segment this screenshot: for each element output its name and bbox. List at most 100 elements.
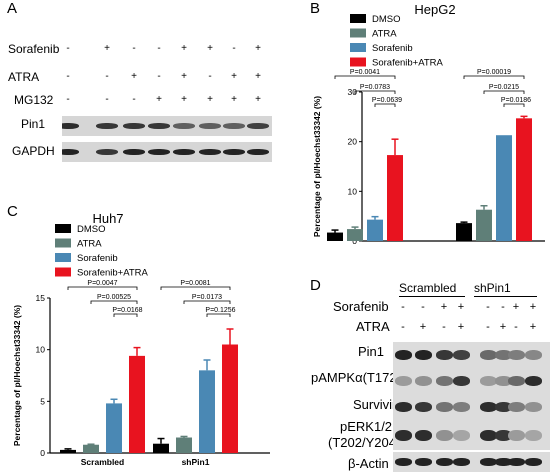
treatment-label: MG132	[14, 93, 54, 107]
blot-label: Pin1	[358, 344, 385, 359]
blot-band	[394, 429, 412, 441]
p-value-label: P=0.0041	[350, 69, 380, 76]
treatment-mark: -	[501, 301, 505, 313]
treatment-mark: +	[131, 71, 137, 82]
blot-label: Pin1	[21, 117, 46, 131]
panel-a-letter: A	[7, 0, 18, 17]
treatment-mark: +	[499, 321, 507, 333]
treatment-mark: +	[440, 301, 448, 313]
bar	[327, 232, 343, 241]
panel-b-letter: B	[310, 0, 321, 17]
legend-swatch	[350, 14, 366, 23]
blot-band	[435, 429, 453, 441]
legend-swatch	[350, 28, 366, 38]
blot-band	[394, 376, 412, 386]
blot-band	[414, 429, 432, 441]
x-category-label: shPin1	[182, 457, 210, 467]
blot-band	[494, 350, 512, 360]
y-tick-label: 0	[40, 448, 45, 458]
significance-bracket	[463, 75, 525, 79]
blot-band	[452, 402, 470, 412]
blot-label-line2: (T202/Y204)	[328, 435, 401, 450]
bar	[456, 223, 472, 241]
treatment-mark: +	[255, 94, 261, 105]
treatment-mark: +	[181, 71, 187, 82]
blot-label-line1: pERK1/2	[340, 419, 393, 434]
blot-strip	[393, 342, 550, 368]
blot-band	[199, 123, 221, 129]
y-tick-label: 10	[348, 186, 358, 196]
bar	[347, 229, 363, 241]
treatment-mark: -	[157, 43, 161, 54]
blot-strip	[393, 452, 550, 472]
blot-band	[452, 350, 470, 360]
p-value-label: P=0.00525	[97, 294, 131, 301]
blot-band	[96, 123, 118, 129]
blot-band	[62, 123, 79, 129]
legend-label: Sorafenib+ATRA	[372, 58, 444, 69]
treatment-label: Sorafenib	[8, 42, 60, 56]
blot-band	[507, 402, 525, 412]
blot-band	[479, 350, 497, 360]
panel-c-letter: C	[7, 203, 18, 220]
chart-title: Huh7	[92, 211, 123, 226]
treatment-label: ATRA	[356, 319, 390, 334]
treatment-mark: +	[457, 321, 465, 333]
treatment-mark: +	[207, 94, 213, 105]
bar	[153, 443, 169, 453]
treatment-mark: +	[419, 321, 427, 333]
treatment-mark: -	[66, 71, 70, 82]
blot-band	[435, 350, 453, 360]
blot-band	[96, 149, 118, 155]
blot-band	[507, 350, 525, 360]
bar	[222, 344, 238, 453]
treatment-mark: +	[181, 43, 187, 54]
treatment-mark: +	[457, 301, 465, 313]
bar	[387, 155, 403, 241]
p-value-label: P=0.0168	[112, 307, 142, 314]
blot-band	[452, 458, 470, 466]
legend-label: ATRA	[77, 239, 102, 250]
p-value-label: P=0.0047	[87, 280, 117, 287]
bar	[129, 355, 145, 453]
group-underline	[474, 296, 537, 297]
y-axis-label: Percentage of pI/Hoechst33342 (%)	[12, 305, 22, 446]
treatment-mark: -	[442, 321, 446, 333]
panel-b-bar-chart: HepG2DMSOATRASorafenibSorafenib+ATRA0102…	[312, 2, 545, 245]
blot-band	[435, 402, 453, 412]
treatment-mark: -	[132, 43, 136, 54]
bar	[476, 209, 492, 241]
treatment-mark: -	[66, 94, 70, 105]
blot-band	[414, 376, 432, 386]
treatment-mark: -	[514, 321, 518, 333]
bar	[83, 444, 99, 453]
treatment-mark: +	[181, 94, 187, 105]
legend-swatch	[55, 267, 71, 277]
blot-band	[123, 123, 145, 129]
significance-bracket	[183, 300, 231, 304]
y-tick-label: 15	[36, 293, 46, 303]
blot-strip	[62, 116, 272, 136]
blot-band	[494, 376, 512, 386]
blot-band	[247, 123, 269, 129]
blot-band	[435, 458, 453, 466]
treatment-label: Sorafenib	[333, 299, 389, 314]
significance-bracket	[334, 75, 396, 79]
treatment-mark: +	[529, 321, 537, 333]
p-value-label: P=0.0186	[501, 97, 531, 104]
treatment-mark: +	[207, 43, 213, 54]
treatment-mark: -	[208, 71, 212, 82]
blot-band	[479, 402, 497, 412]
blot-band	[394, 402, 412, 412]
legend-label: Sorafenib	[77, 253, 118, 264]
group-label: Scrambled	[399, 281, 457, 295]
blot-band	[507, 429, 525, 441]
y-tick-label: 5	[40, 396, 45, 406]
treatment-label: ATRA	[8, 70, 40, 84]
bar	[176, 437, 192, 453]
legend-swatch	[55, 224, 71, 233]
blot-band	[394, 350, 412, 360]
blot-label: β-Actin	[348, 456, 389, 471]
blot-band	[494, 429, 512, 441]
